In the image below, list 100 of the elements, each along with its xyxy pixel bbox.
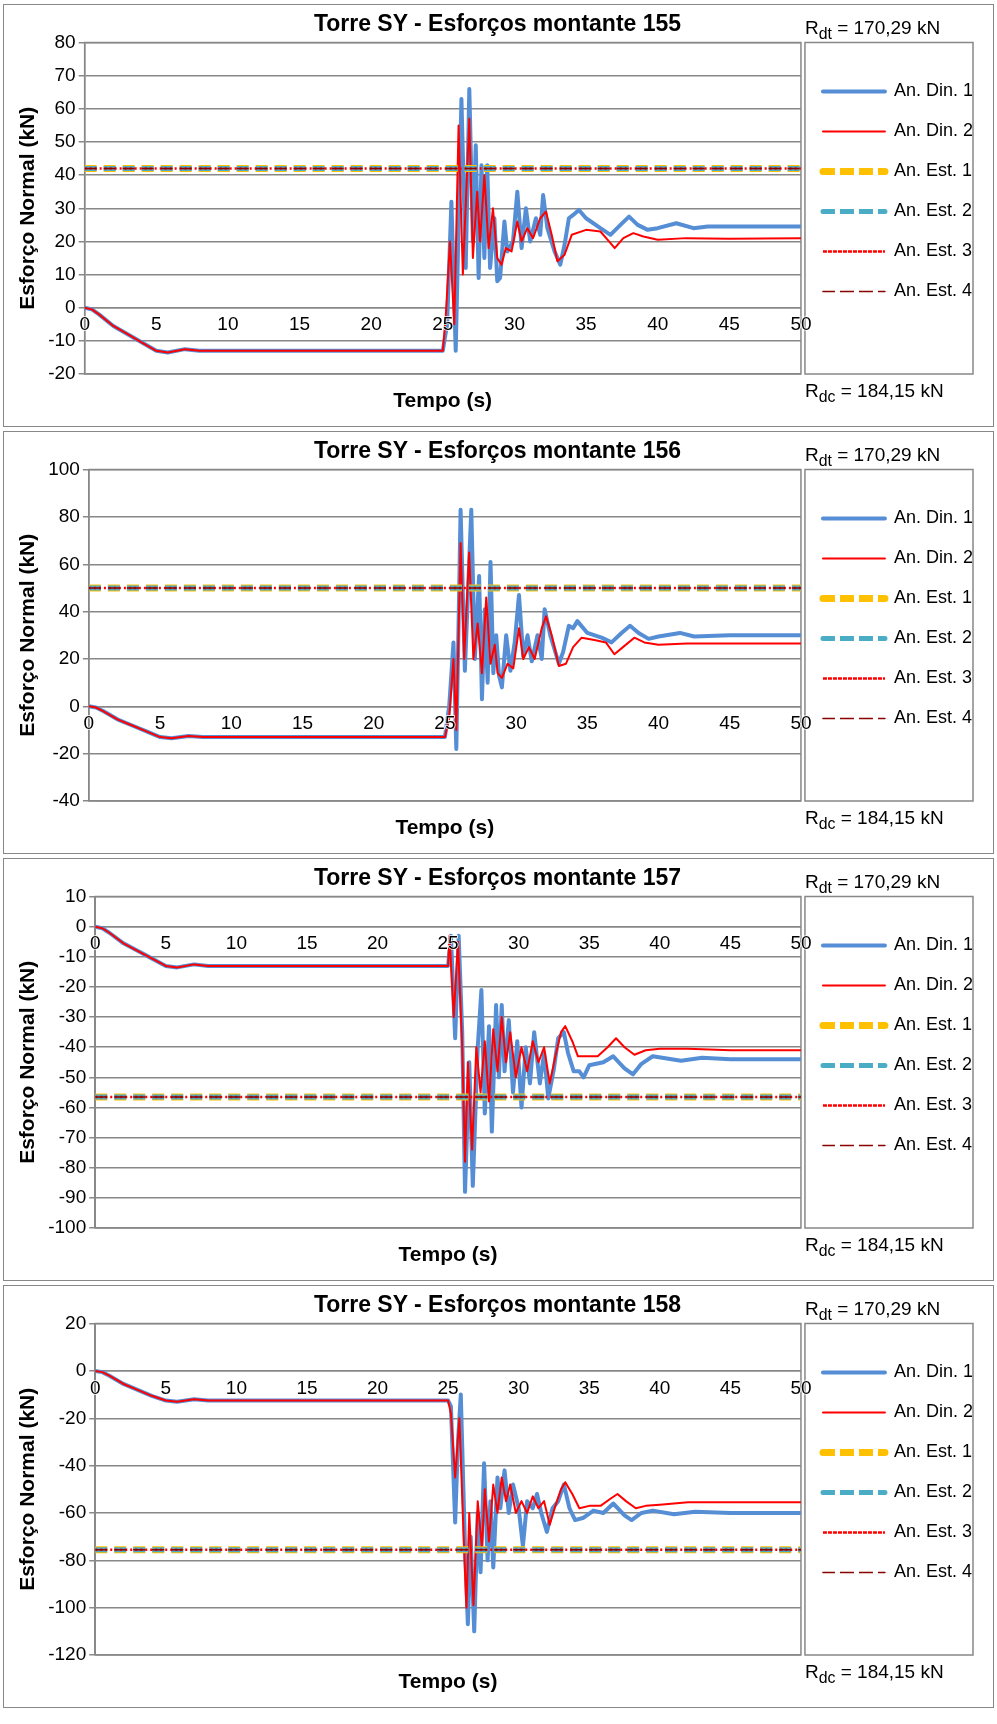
y-tick-label: 20 <box>58 647 80 669</box>
legend-label: An. Est. 2 <box>893 200 973 221</box>
legend-label: An. Din. 2 <box>893 547 974 568</box>
legend-label: An. Est. 1 <box>893 160 973 181</box>
y-tick-label: -100 <box>48 1216 87 1238</box>
y-axis-title: Esforço Normal (kN) <box>15 1387 39 1591</box>
y-tick-label: 60 <box>54 97 76 119</box>
y-tick-label: 0 <box>69 694 80 716</box>
legend-label: An. Est. 4 <box>893 1134 973 1155</box>
x-axis-title: Tempo (s) <box>395 815 495 839</box>
chart-title: Torre SY - Esforços montante 155 <box>313 10 682 37</box>
x-tick-label: 5 <box>160 1376 172 1398</box>
y-tick-label: -100 <box>48 1595 87 1617</box>
x-tick-label: 15 <box>296 1376 318 1398</box>
x-tick-label: 35 <box>576 711 598 733</box>
x-tick-label: 0 <box>89 932 101 954</box>
x-tick-label: 50 <box>790 711 812 733</box>
x-tick-label: 5 <box>154 711 166 733</box>
text: R$_{dc}$ = 184,15 kN <box>804 1661 944 1687</box>
x-tick-label: 25 <box>437 1376 459 1398</box>
legend-label: An. Est. 2 <box>893 1481 973 1502</box>
legend-label: An. Din. 2 <box>893 120 974 141</box>
legend-label: An. Din. 1 <box>893 934 974 955</box>
y-tick-label: 60 <box>58 552 80 574</box>
y-axis-title: Esforço Normal (kN) <box>15 533 39 737</box>
legend-label: An. Est. 3 <box>893 240 973 261</box>
y-tick-label: -20 <box>58 1406 87 1428</box>
y-tick-label: -20 <box>58 975 87 997</box>
x-axis-title: Tempo (s) <box>398 1669 498 1693</box>
text: R$_{dt}$ = 170,29 kN <box>804 443 941 470</box>
y-tick-label: 0 <box>65 295 76 317</box>
y-tick-label: -80 <box>58 1155 87 1177</box>
x-tick-label: 45 <box>718 313 740 335</box>
x-tick-label: 0 <box>89 1376 101 1398</box>
x-tick-label: 5 <box>160 932 172 954</box>
x-tick-label: 30 <box>508 1376 530 1398</box>
y-tick-label: 0 <box>75 1359 87 1381</box>
y-tick-label: 10 <box>54 262 76 284</box>
legend-label: An. Est. 3 <box>893 667 973 688</box>
legend-label: An. Din. 1 <box>893 1361 974 1382</box>
legend-label: An. Est. 3 <box>893 1521 973 1542</box>
legend-label: An. Est. 2 <box>893 627 973 648</box>
legend-label: An. Est. 4 <box>893 1561 973 1582</box>
legend-label: An. Est. 1 <box>893 1441 973 1462</box>
x-tick-label: 10 <box>220 711 242 733</box>
y-tick-label: 50 <box>54 130 76 152</box>
x-tick-label: 40 <box>647 313 669 335</box>
x-tick-label: 45 <box>719 932 741 954</box>
text: R$_{dt}$ = 170,29 kN <box>804 870 941 897</box>
text: R$_{dc}$ = 184,15 kN <box>804 380 944 406</box>
y-tick-label: 30 <box>54 196 76 218</box>
x-tick-label: 20 <box>366 1376 389 1398</box>
y-tick-label: 40 <box>54 163 76 185</box>
y-tick-label: 10 <box>65 884 87 906</box>
y-tick-label: -60 <box>58 1095 87 1117</box>
legend-label: An. Est. 3 <box>893 1094 973 1115</box>
y-axis-title: Esforço Normal (kN) <box>15 960 39 1164</box>
legend-label: An. Din. 2 <box>893 1401 974 1422</box>
x-axis-title: Tempo (s) <box>398 1242 498 1266</box>
y-tick-label: -20 <box>52 741 80 763</box>
y-tick-label: -40 <box>58 1453 87 1475</box>
x-tick-label: 15 <box>296 932 318 954</box>
x-tick-label: 40 <box>649 932 671 954</box>
legend-label: An. Din. 2 <box>893 974 974 995</box>
x-tick-label: 30 <box>508 932 530 954</box>
x-tick-label: 45 <box>719 711 741 733</box>
chart-title: Torre SY - Esforços montante 156 <box>313 437 682 464</box>
text: R$_{dt}$ = 170,29 kN <box>804 1297 941 1324</box>
x-tick-label: 5 <box>151 313 162 335</box>
legend-label: An. Est. 4 <box>893 707 973 728</box>
chart-title: Torre SY - Esforços montante 158 <box>313 1291 682 1318</box>
x-tick-label: 40 <box>649 1376 671 1398</box>
x-tick-label: 10 <box>217 313 239 335</box>
y-tick-label: -70 <box>58 1125 87 1147</box>
chart-title: Torre SY - Esforços montante 157 <box>313 864 682 891</box>
x-tick-label: 30 <box>505 711 527 733</box>
y-tick-label: -80 <box>58 1548 87 1570</box>
text: R$_{dc}$ = 184,15 kN <box>804 1234 944 1260</box>
x-tick-label: 10 <box>225 932 247 954</box>
y-tick-label: -20 <box>48 362 76 384</box>
y-tick-label: -40 <box>58 1035 87 1057</box>
y-tick-label: 70 <box>54 63 76 85</box>
legend-label: An. Din. 1 <box>893 507 974 528</box>
x-tick-label: 45 <box>719 1376 741 1398</box>
x-tick-label: 50 <box>790 313 812 335</box>
y-tick-label: -30 <box>58 1005 87 1027</box>
legend-label: An. Est. 4 <box>893 280 973 301</box>
x-tick-label: 35 <box>578 1376 600 1398</box>
x-tick-label: 40 <box>647 711 670 733</box>
y-tick-label: -120 <box>48 1643 87 1665</box>
x-tick-label: 35 <box>578 932 600 954</box>
y-tick-label: 80 <box>58 505 80 527</box>
x-tick-label: 15 <box>288 313 311 335</box>
y-tick-label: 80 <box>54 30 76 52</box>
x-tick-label: 20 <box>360 313 382 335</box>
y-tick-label: 100 <box>48 457 80 479</box>
y-tick-label: 40 <box>58 599 80 621</box>
y-tick-label: -50 <box>58 1065 87 1087</box>
y-tick-label: -90 <box>58 1186 87 1208</box>
y-tick-label: 20 <box>54 229 76 251</box>
